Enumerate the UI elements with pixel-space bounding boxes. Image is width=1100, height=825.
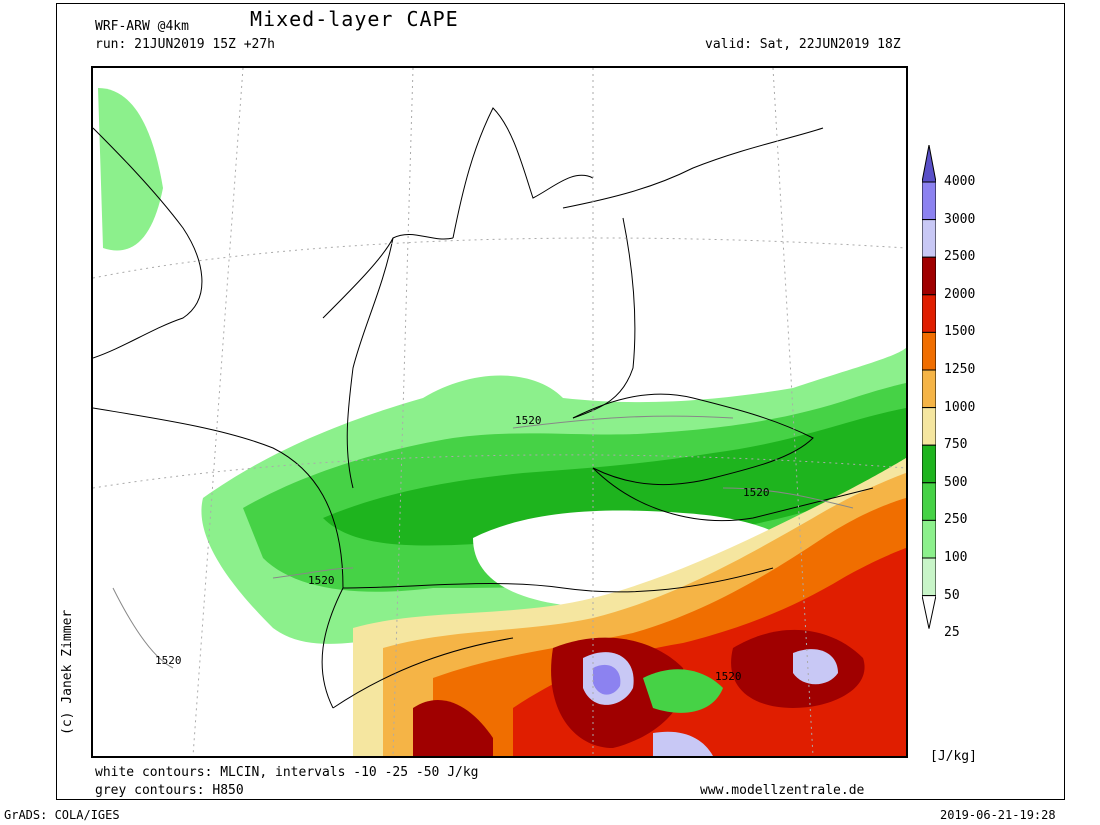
colorbar-segment (922, 482, 936, 521)
h850-contour-4 (112, 587, 174, 669)
graticule-lat-2 (93, 454, 906, 489)
grey-contours-note: grey contours: H850 (95, 783, 244, 798)
cape-area-purple-1 (593, 664, 621, 695)
colorbar-segment (922, 331, 936, 371)
legend-level-label: 1250 (944, 362, 976, 377)
legend-unit: [J/kg] (930, 749, 977, 764)
legend-level-label: 500 (944, 474, 968, 490)
colorbar-segment (922, 181, 936, 221)
cape-area-lavender-3 (653, 731, 713, 756)
grads-label: GrADS: COLA/IGES (4, 808, 120, 822)
colorbar-segment (922, 407, 936, 446)
coastline-benelux (322, 234, 454, 319)
graticule-lon-2 (392, 68, 414, 756)
border-france (93, 407, 344, 709)
border-germany-west (346, 237, 394, 489)
colorbar-segment (922, 557, 936, 597)
colorbar-segment (922, 519, 936, 559)
plot-frame (56, 3, 1065, 800)
legend-level-label: 250 (944, 512, 968, 528)
coastline-uk (93, 127, 203, 359)
border-italy (332, 637, 514, 709)
model-label: WRF-ARW @4km (95, 19, 189, 34)
coastline-denmark (452, 107, 594, 239)
contour-label: 1520 (155, 654, 182, 667)
legend-level-label: 750 (944, 437, 968, 453)
graticule-lon-4 (772, 68, 814, 756)
colorbar-segment (922, 256, 936, 296)
legend-level-label: 25 (944, 625, 960, 641)
colorbar (922, 145, 936, 629)
legend-level-label: 1500 (944, 324, 976, 340)
valid-label: valid: Sat, 22JUN2019 18Z (705, 37, 901, 52)
cape-map: 1520 1520 1520 1520 1520 (91, 66, 908, 758)
legend-level-label: 3000 (944, 211, 976, 227)
h850-contour-2 (722, 487, 854, 509)
cape-area-west (98, 88, 163, 251)
coastline-baltic (562, 127, 824, 209)
graticule-lat-1 (93, 237, 906, 279)
legend-level-label: 100 (944, 550, 968, 565)
cape-area-darkred-3 (413, 699, 493, 756)
legend-level-label: 1000 (944, 399, 976, 415)
contour-label: 1520 (743, 486, 770, 499)
h850-contour-3 (272, 567, 354, 579)
legend-level-label: 2500 (944, 249, 976, 265)
website-label: www.modellzentrale.de (700, 783, 865, 798)
contour-label: 1520 (515, 414, 542, 427)
legend-level-label: 4000 (944, 174, 976, 189)
h850-contour-1 (512, 415, 734, 429)
contour-label: 1520 (715, 670, 742, 683)
colorbar-bottom-triangle (922, 595, 936, 629)
run-label: run: 21JUN2019 15Z +27h (95, 37, 276, 52)
cape-area-alps-green (643, 669, 723, 713)
credit-label: (c) Janek Zimmer (60, 609, 75, 735)
cape-area-lavender-2 (793, 649, 838, 685)
white-contours-note: white contours: MLCIN, intervals -10 -25… (95, 765, 479, 780)
colorbar-segment (922, 294, 936, 333)
border-austria (592, 467, 874, 521)
border-germany-east (572, 217, 636, 419)
legend-level-label: 2000 (944, 286, 976, 302)
plot-title: Mixed-layer CAPE (250, 7, 459, 31)
contour-label: 1520 (308, 574, 335, 587)
colorbar-top-triangle (922, 145, 936, 183)
colorbar-segment (922, 369, 936, 409)
timestamp-label: 2019-06-21-19:28 (940, 808, 1056, 822)
colorbar-segment (922, 219, 936, 258)
border-alps (342, 567, 774, 593)
legend-level-label: 50 (944, 587, 960, 603)
graticule-lon-1 (192, 68, 244, 756)
colorbar-segment (922, 444, 936, 484)
border-czech (572, 393, 814, 486)
